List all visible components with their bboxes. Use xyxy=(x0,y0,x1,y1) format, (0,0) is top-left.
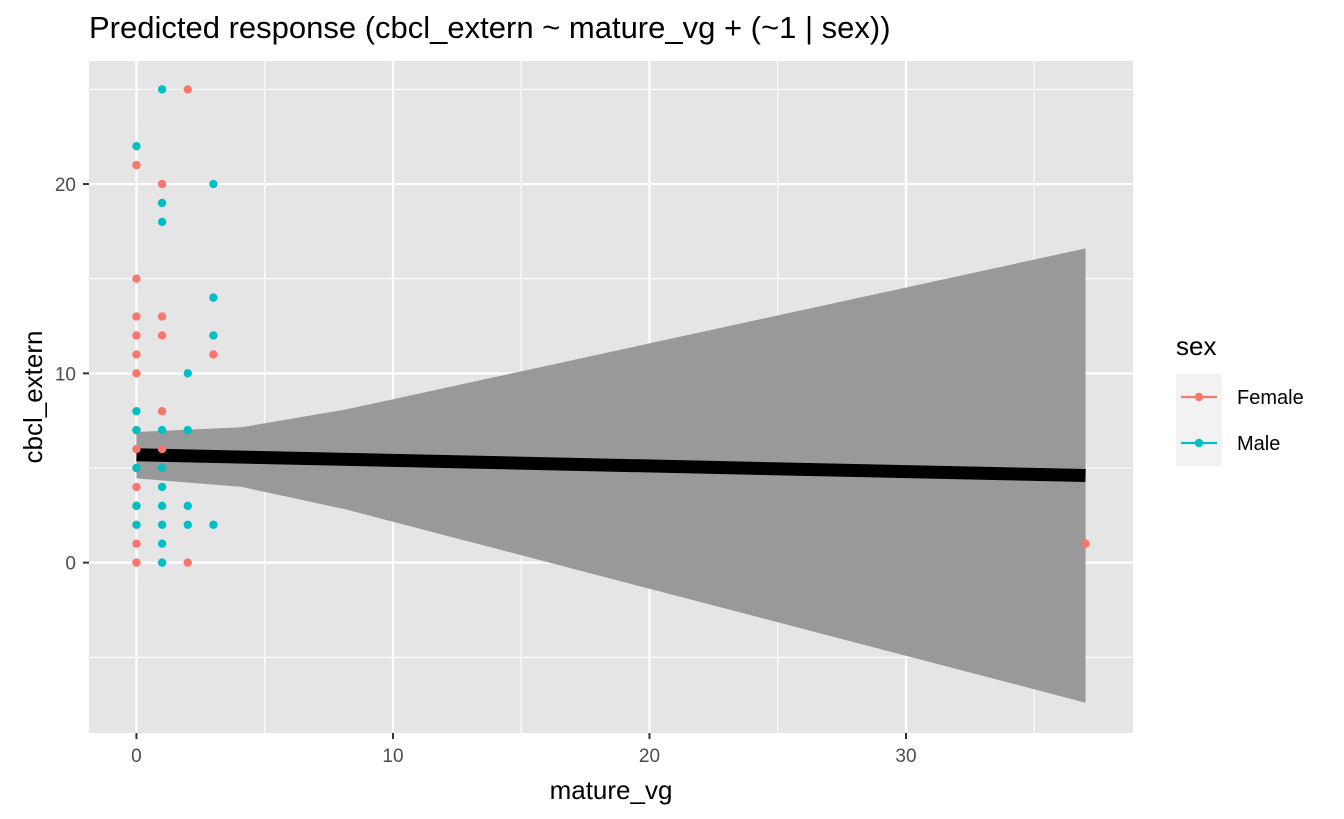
data-point-male xyxy=(157,425,167,435)
axis-ticks xyxy=(83,183,907,739)
data-point-male xyxy=(209,293,218,302)
y-tick-label: 0 xyxy=(65,554,76,575)
data-point-female xyxy=(157,444,167,454)
data-point-female xyxy=(132,274,141,283)
data-point-male xyxy=(183,501,192,511)
x-axis-title: mature_vg xyxy=(550,775,673,805)
x-tick-label: 20 xyxy=(639,746,660,767)
data-point-female xyxy=(132,160,141,170)
legend-items: Female Male xyxy=(1181,387,1304,455)
data-point-female xyxy=(209,350,218,359)
y-axis-title: cbcl_extern xyxy=(18,331,48,464)
data-point-female xyxy=(132,444,141,454)
data-point-male xyxy=(183,369,192,378)
legend: sex Female Male xyxy=(1176,331,1304,466)
data-point-male xyxy=(157,539,167,548)
confidence-band-layer xyxy=(136,248,1086,703)
data-point-female xyxy=(1081,539,1090,548)
data-point-female xyxy=(132,331,141,340)
x-tick-labels: 0 10 20 30 xyxy=(131,746,916,767)
data-point-female xyxy=(132,558,141,567)
legend-key-point-female xyxy=(1194,392,1204,402)
data-point-male xyxy=(157,85,167,94)
data-point-male xyxy=(132,141,141,151)
data-point-male xyxy=(157,501,167,511)
data-point-female xyxy=(157,331,167,340)
data-point-male xyxy=(132,425,141,435)
legend-label-male: Male xyxy=(1237,433,1280,455)
x-tick-label: 10 xyxy=(382,746,403,767)
x-tick-label: 30 xyxy=(895,746,916,767)
data-point-male xyxy=(183,520,192,529)
data-point-female xyxy=(132,312,141,321)
data-point-male xyxy=(209,520,218,529)
data-point-male xyxy=(132,520,141,529)
data-point-male xyxy=(209,331,218,340)
legend-key-point-male xyxy=(1194,438,1204,448)
data-point-female xyxy=(183,85,192,94)
fit-line-layer xyxy=(136,448,1086,483)
points-layer xyxy=(132,85,1090,567)
legend-title: sex xyxy=(1176,331,1216,361)
data-point-male xyxy=(157,482,167,492)
data-point-female xyxy=(157,406,167,416)
data-point-female xyxy=(157,312,167,321)
legend-label-female: Female xyxy=(1237,387,1304,409)
data-point-male xyxy=(157,463,167,473)
data-point-male xyxy=(132,463,141,473)
y-tick-label: 20 xyxy=(55,175,76,196)
legend-key-background xyxy=(1176,374,1222,466)
data-point-male xyxy=(209,179,218,189)
data-point-male xyxy=(157,520,167,529)
data-point-female xyxy=(132,369,141,378)
data-point-female xyxy=(132,539,141,548)
chart-title: Predicted response (cbcl_extern ~ mature… xyxy=(89,10,891,45)
data-point-male xyxy=(132,501,141,511)
data-point-male xyxy=(157,558,167,567)
data-point-female xyxy=(183,558,192,567)
y-tick-label: 10 xyxy=(55,364,76,385)
data-point-female xyxy=(132,350,141,359)
data-point-male xyxy=(132,406,141,416)
fit-line xyxy=(136,448,1086,483)
data-point-female xyxy=(132,482,141,492)
y-tick-labels: 0 10 20 xyxy=(55,175,76,575)
data-point-male xyxy=(183,425,192,435)
x-tick-label: 0 xyxy=(131,746,142,767)
data-point-male xyxy=(157,198,167,208)
confidence-band xyxy=(136,248,1086,703)
data-point-male xyxy=(157,217,167,227)
data-point-female xyxy=(157,179,167,189)
